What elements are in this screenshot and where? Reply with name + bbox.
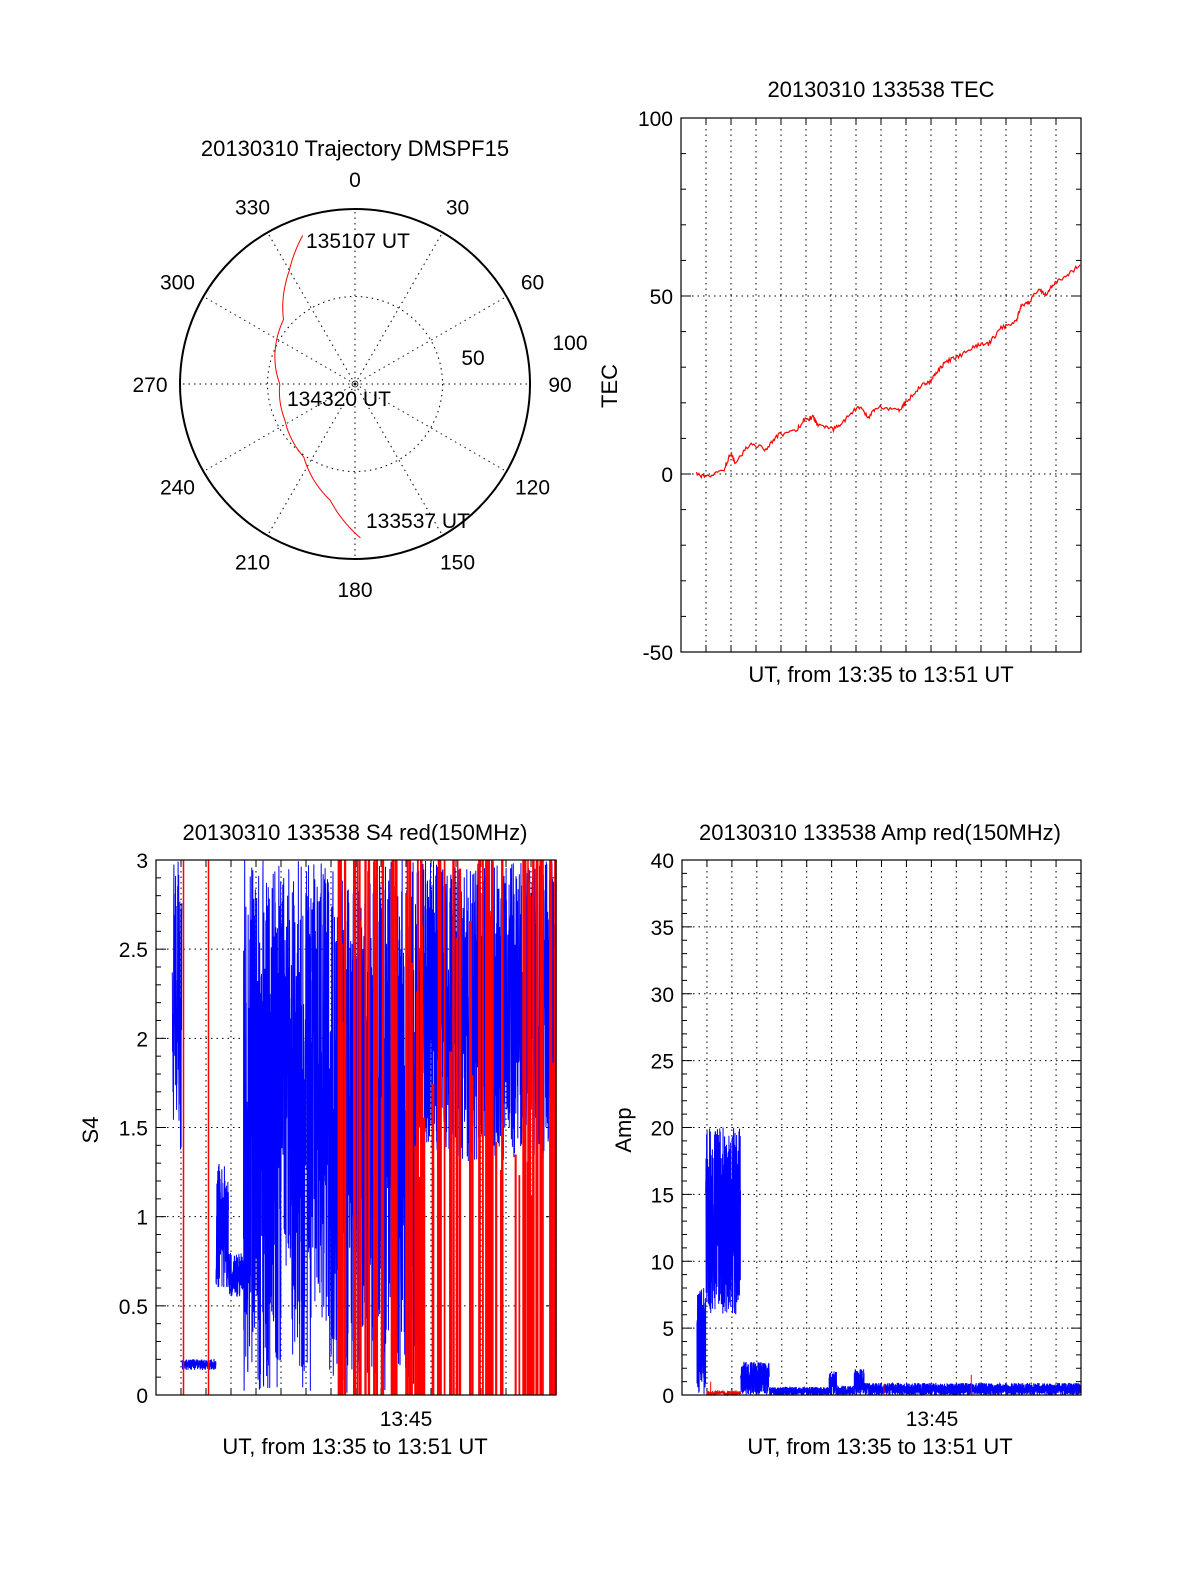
- s4-blue-series: [171, 861, 183, 1150]
- tec-title: 20130310 133538 TEC: [767, 77, 994, 102]
- s4-plot: 20130310 133538 S4 red(150MHz) 13:45 UT,…: [78, 820, 557, 1459]
- annotation-start-time: 133537 UT: [366, 510, 470, 533]
- amp-title: 20130310 133538 Amp red(150MHz): [699, 820, 1061, 845]
- tec-frame: [680, 117, 1082, 653]
- angle-label-180: 180: [337, 579, 372, 602]
- angle-label-150: 150: [440, 552, 475, 575]
- polar-grid: [179, 208, 531, 560]
- s4-blue-series: [280, 869, 292, 1266]
- s4-xtick-label: 13:45: [380, 1408, 433, 1431]
- amp-grid: [682, 859, 1081, 1396]
- amp-ytick-label: 40: [651, 850, 674, 873]
- radius-label-50: 50: [461, 347, 484, 370]
- amp-blue-series: [863, 1381, 1082, 1396]
- s4-blue-series: [215, 1163, 229, 1288]
- tec-grid: [681, 117, 1081, 653]
- s4-blue-series: [290, 861, 312, 1391]
- ring-100: [179, 208, 531, 560]
- s4-blue-series: [181, 1358, 217, 1371]
- amp-ylabel: Amp: [611, 1107, 636, 1152]
- s4-blue-series: [243, 860, 282, 1391]
- amp-blue-series: [828, 1371, 838, 1395]
- s4-title: 20130310 133538 S4 red(150MHz): [183, 820, 528, 845]
- amp-xlabel: UT, from 13:35 to 13:51 UT: [747, 1434, 1012, 1459]
- angle-label-330: 330: [235, 196, 270, 219]
- amp-ytick-label: 30: [651, 984, 674, 1007]
- angle-label-300: 300: [160, 272, 195, 295]
- amp-blue-series: [696, 1288, 707, 1395]
- s4-ylabel: S4: [78, 1117, 103, 1144]
- amp-blue-series: [740, 1361, 770, 1395]
- s4-ytick-label: 1.5: [119, 1118, 148, 1141]
- angle-label-30: 30: [446, 196, 469, 219]
- amp-plot: 20130310 133538 Amp red(150MHz) 13:45 UT…: [611, 820, 1082, 1459]
- tec-ytick-label: 50: [650, 286, 673, 309]
- angle-label-0: 0: [349, 169, 361, 192]
- polar-angle-labels: 0 30 60 90 120 150 180 210 240 270 300 330: [132, 169, 571, 602]
- trajectory-polar-plot: 20130310 Trajectory DMSPF15 0 30 60 90 120 15…: [132, 136, 587, 602]
- angle-label-270: 270: [132, 374, 167, 397]
- s4-ytick-label: 2.5: [119, 939, 148, 962]
- amp-blue-series: [853, 1369, 865, 1395]
- trajectory-line: [274, 235, 361, 539]
- amp-ytick-label: 5: [662, 1318, 674, 1341]
- spoke-330: [267, 232, 356, 385]
- amp-xtick-label: 13:45: [906, 1408, 959, 1431]
- s4-ytick-label: 0: [136, 1385, 148, 1408]
- polar-title: 20130310 Trajectory DMSPF15: [201, 136, 509, 161]
- angle-label-240: 240: [160, 477, 195, 500]
- amp-frame: [681, 859, 1082, 1396]
- amp-red-series: [706, 1389, 742, 1397]
- amp-ytick-label: 20: [651, 1118, 674, 1141]
- s4-xlabel: UT, from 13:35 to 13:51 UT: [222, 1434, 487, 1459]
- amp-ytick-label: 25: [651, 1051, 674, 1074]
- s4-blue-series: [310, 863, 329, 1321]
- s4-ytick-label: 2: [136, 1028, 148, 1051]
- ring-50: [267, 296, 443, 472]
- amp-blue-series: [705, 1127, 741, 1315]
- amp-blue-series: [768, 1386, 830, 1396]
- center-marker: [351, 380, 359, 388]
- angle-label-120: 120: [515, 477, 550, 500]
- s4-ytick-label: 0.5: [119, 1296, 148, 1319]
- radius-label-100: 100: [552, 332, 587, 355]
- tec-series-line: [695, 264, 1081, 480]
- tec-ytick-label: -50: [643, 642, 673, 665]
- annotation-mid-time: 134320 UT: [287, 388, 391, 411]
- angle-label-210: 210: [235, 552, 270, 575]
- amp-ytick-label: 0: [662, 1385, 674, 1408]
- s4-ytick-label: 3: [136, 850, 148, 873]
- tec-ylabel: TEC: [597, 364, 622, 408]
- s4-ytick-label: 1: [136, 1207, 148, 1230]
- tec-ytick-label: 100: [638, 108, 673, 131]
- annotation-end-time: 135107 UT: [306, 230, 410, 253]
- amp-ytick-label: 35: [651, 917, 674, 940]
- amp-ytick-label: 15: [651, 1184, 674, 1207]
- spoke-60: [354, 296, 507, 385]
- angle-label-60: 60: [521, 272, 544, 295]
- s4-blue-series: [228, 1252, 244, 1297]
- tec-ytick-label: 0: [661, 464, 673, 487]
- tec-plot: 20130310 133538 TEC UT, from 13:35 to 13…: [597, 77, 1082, 687]
- angle-label-90: 90: [548, 374, 571, 397]
- amp-blue-series: [836, 1385, 855, 1396]
- amp-ytick-label: 10: [651, 1251, 674, 1274]
- s4-frame: [155, 859, 557, 1396]
- tec-xlabel: UT, from 13:35 to 13:51 UT: [748, 662, 1013, 687]
